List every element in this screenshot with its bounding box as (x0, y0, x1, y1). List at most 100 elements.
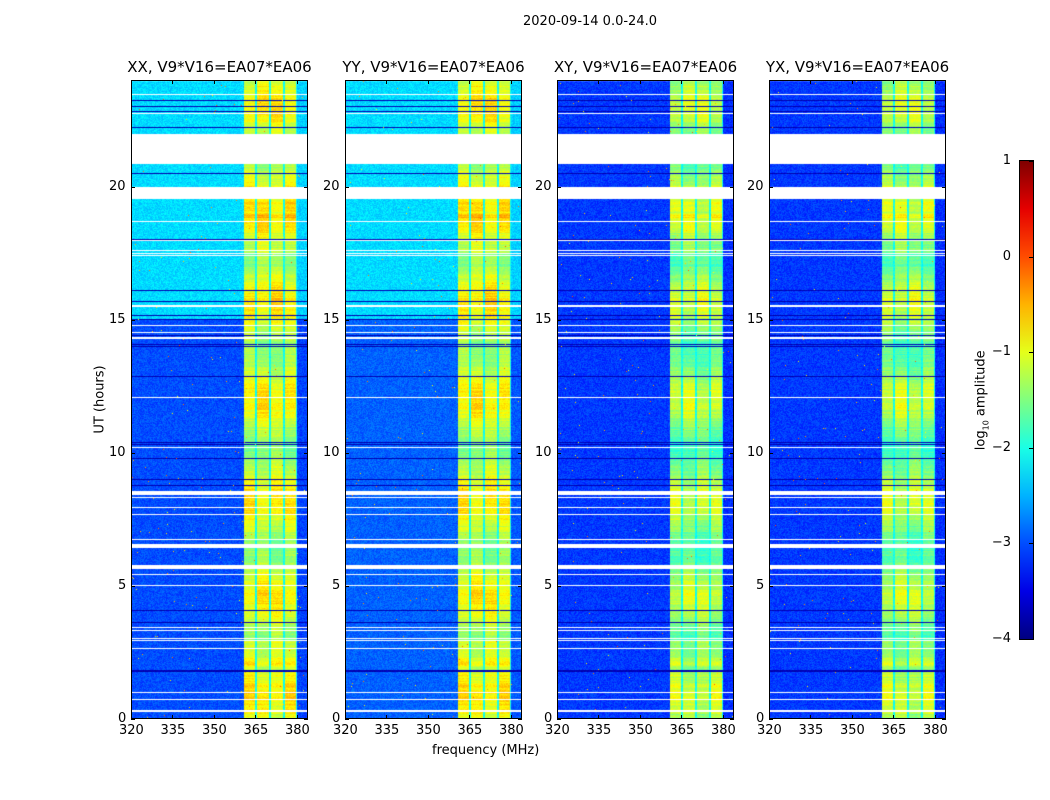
x-tick-mark-top (934, 80, 936, 84)
y-tick-mark (131, 452, 135, 454)
x-tick-mark (722, 715, 724, 719)
colorbar-tick-mark (1029, 543, 1034, 545)
y-tick-mark-right (304, 585, 308, 587)
y-tick-mark-right (942, 319, 946, 321)
x-tick-mark-top (722, 80, 724, 84)
x-tick-mark-top (810, 80, 812, 84)
x-tick-label: 335 (798, 723, 824, 738)
y-tick-mark-right (942, 186, 946, 188)
y-tick-mark (557, 719, 561, 720)
x-tick-mark (557, 715, 558, 719)
y-tick-mark-right (730, 719, 734, 720)
y-tick-mark (557, 319, 561, 321)
x-tick-mark-top (172, 80, 174, 84)
x-tick-mark-top (557, 80, 558, 84)
y-tick-mark (769, 452, 773, 454)
x-tick-mark (255, 715, 257, 719)
y-tick-label: 10 (747, 444, 764, 460)
x-tick-mark-top (681, 80, 683, 84)
x-tick-label: 350 (839, 723, 865, 738)
y-tick-mark-right (518, 585, 522, 587)
x-tick-mark (427, 715, 429, 719)
x-tick-mark-top (427, 80, 429, 84)
x-tick-mark (639, 715, 641, 719)
x-tick-mark (810, 715, 812, 719)
y-tick-label: 0 (118, 711, 127, 726)
y-tick-mark-right (730, 452, 734, 454)
y-tick-label: 5 (332, 577, 341, 593)
x-tick-label: 365 (243, 723, 269, 738)
x-tick-mark-top (639, 80, 641, 84)
y-tick-mark-right (942, 452, 946, 454)
y-tick-label: 20 (109, 178, 126, 194)
y-tick-label: 0 (544, 711, 553, 726)
x-tick-label: 350 (201, 723, 227, 738)
x-tick-label: 320 (757, 723, 782, 738)
x-tick-mark-top (345, 80, 346, 84)
y-tick-mark (131, 319, 135, 321)
x-tick-label: 335 (374, 723, 400, 738)
x-tick-mark-top (296, 80, 298, 84)
y-tick-mark (131, 186, 135, 188)
heatmap-image (131, 80, 308, 719)
y-tick-mark-right (730, 585, 734, 587)
x-tick-label: 350 (415, 723, 441, 738)
x-tick-mark-top (469, 80, 471, 84)
y-tick-mark (131, 585, 135, 587)
y-tick-mark-right (730, 186, 734, 188)
y-tick-mark (345, 452, 349, 454)
colorbar-label: log10 amplitude (973, 350, 991, 451)
panel-title: XY, V9*V16=EA07*EA06 (553, 58, 738, 76)
y-tick-label: 10 (109, 444, 126, 460)
y-tick-mark (769, 319, 773, 321)
y-tick-mark (557, 186, 561, 188)
colorbar-tick-mark (1029, 447, 1034, 449)
heatmap-panel-3: XY, V9*V16=EA07*EA06 320 335 350 365 380 0 5 10 1… (535, 58, 737, 738)
x-tick-mark (851, 715, 853, 719)
y-tick-mark (345, 719, 349, 720)
y-tick-label: 10 (535, 444, 552, 460)
y-tick-label: 20 (323, 178, 340, 194)
y-tick-label: 20 (535, 178, 552, 194)
y-tick-label: 5 (756, 577, 765, 593)
x-tick-label: 380 (498, 723, 524, 738)
x-tick-mark-top (213, 80, 215, 84)
y-axis-label: UT (hours) (92, 365, 108, 434)
y-tick-label: 15 (323, 311, 340, 327)
x-tick-mark-top (386, 80, 388, 84)
x-tick-label: 350 (627, 723, 653, 738)
y-tick-mark (557, 452, 561, 454)
y-tick-mark-right (942, 719, 946, 720)
x-tick-mark-top (769, 80, 770, 84)
y-tick-mark (769, 719, 773, 720)
y-tick-mark-right (304, 186, 308, 188)
colorbar-tick-mark (1029, 352, 1034, 354)
x-tick-label: 380 (710, 723, 736, 738)
colorbar-tick-mark (1029, 256, 1034, 258)
y-tick-mark-right (304, 719, 308, 720)
y-tick-label: 5 (118, 577, 127, 593)
x-axis-label: frequency (MHz) (432, 743, 540, 758)
x-tick-mark (131, 715, 132, 719)
heatmap-panel-2: YY, V9*V16=EA07*EA06 320 335 350 365 380 0 5 10 1… (323, 58, 525, 738)
heatmap-image (557, 80, 734, 719)
colorbar-tick-label: 1 (1002, 153, 1011, 168)
figure-title: 2020-09-14 0.0-24.0 (523, 14, 657, 29)
y-tick-mark-right (304, 452, 308, 454)
colorbar-tick-label: −4 (991, 631, 1011, 646)
heatmap-panel-4: YX, V9*V16=EA07*EA06 320 335 350 365 380 0 5 10 1… (747, 58, 949, 738)
y-tick-label: 5 (544, 577, 553, 593)
panel-title: YX, V9*V16=EA07*EA06 (765, 58, 950, 76)
x-tick-mark (345, 715, 346, 719)
colorbar-tick-label: −1 (991, 344, 1011, 360)
colorbar-tick-mark (1029, 639, 1034, 640)
y-tick-label: 0 (332, 711, 341, 726)
y-tick-mark-right (518, 186, 522, 188)
x-tick-mark-top (510, 80, 512, 84)
x-tick-mark (296, 715, 298, 719)
x-tick-mark-top (851, 80, 853, 84)
x-tick-label: 320 (119, 723, 144, 738)
y-tick-mark-right (942, 585, 946, 587)
y-tick-mark-right (518, 452, 522, 454)
